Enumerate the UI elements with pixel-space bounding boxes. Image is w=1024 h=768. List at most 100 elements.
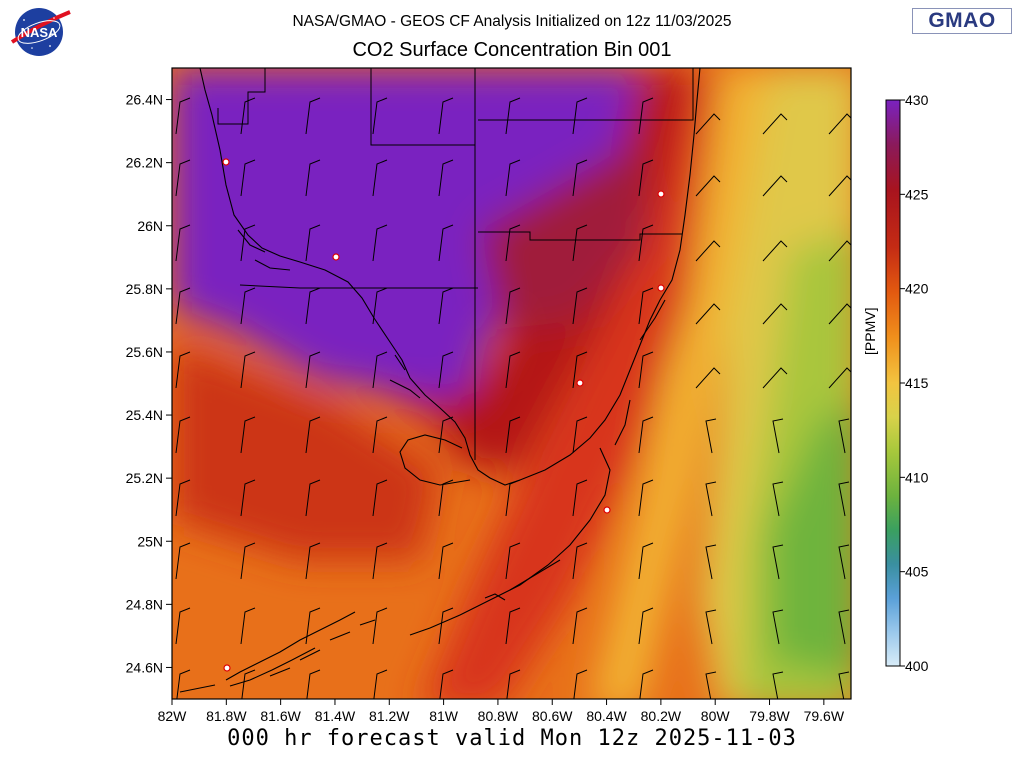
wind-barb [705, 418, 717, 454]
wind-barb [638, 287, 654, 325]
station-marker [332, 253, 340, 261]
lat-axis: 26.4N 26.2N 26N 25.8N 25.6N 25.4N 25.2N 25N 24.8… [126, 92, 172, 675]
lon-tick-label: 80.6W [532, 708, 573, 724]
wind-barb [505, 97, 521, 135]
lon-tick-label: 82W [158, 708, 188, 724]
wind-barb [772, 481, 784, 517]
station-marker [603, 506, 611, 514]
wind-barb [772, 609, 784, 645]
gmao-logo: GMAO [912, 8, 1012, 34]
colorbar-tick-label: 405 [905, 564, 929, 580]
wind-barb [439, 669, 454, 699]
wind-barb [505, 224, 521, 262]
wind-barb [695, 367, 721, 389]
wind-barb [838, 671, 850, 699]
colorbar-tick-label: 425 [905, 186, 929, 202]
wind-barb [695, 303, 721, 325]
wind-barb [638, 479, 654, 517]
station-marker [576, 379, 584, 387]
wind-barb [505, 287, 521, 325]
wind-barb [372, 97, 388, 135]
wind-barb [762, 303, 788, 325]
wind-barb [372, 479, 388, 517]
wind-barb [175, 351, 191, 389]
colorbar-ticks: 430 425 420 415 410 405 400 [900, 92, 929, 674]
lat-tick-label: 25.2N [126, 470, 163, 486]
wind-barb [175, 97, 191, 135]
wind-barb [305, 159, 321, 197]
wind-barb [175, 416, 191, 454]
colorbar-tick-label: 410 [905, 469, 929, 485]
wind-barb [305, 97, 321, 135]
lon-tick-label: 80.8W [478, 708, 519, 724]
colorbar [885, 99, 901, 667]
wind-barb [705, 609, 717, 645]
wind-barb [572, 479, 588, 517]
colorbar-tick-label: 415 [905, 375, 929, 391]
wind-barb [372, 159, 388, 197]
lon-tick-label: 81.4W [315, 708, 356, 724]
wind-barb [572, 97, 588, 135]
wind-barb [305, 416, 321, 454]
wind-barb [438, 479, 454, 517]
wind-barb [306, 669, 321, 699]
wind-barb [762, 175, 788, 197]
wind-barb [438, 607, 454, 645]
wind-barb [505, 416, 521, 454]
header-title: CO2 Surface Concentration Bin 001 [352, 39, 672, 61]
wind-barb [638, 351, 654, 389]
wind-barb [175, 479, 191, 517]
lat-tick-label: 26.2N [126, 155, 163, 171]
colorbar-tick-label: 400 [905, 658, 929, 674]
wind-barb [705, 544, 717, 580]
lat-tick-label: 25.6N [126, 344, 163, 360]
wind-barb [838, 544, 850, 580]
wind-barb [505, 542, 521, 580]
wind-barb [838, 609, 850, 645]
wind-barb [240, 97, 256, 135]
wind-barb [638, 159, 654, 197]
wind-barb [828, 175, 851, 197]
wind-barb [372, 607, 388, 645]
wind-barb [372, 287, 388, 325]
nasa-logo-icon: NASA [10, 8, 71, 56]
wind-barb [176, 669, 191, 699]
county-boundaries [217, 68, 694, 460]
lat-tick-label: 24.6N [126, 659, 163, 675]
lon-tick-label: 79.8W [749, 708, 790, 724]
lat-tick-label: 26.4N [126, 92, 163, 108]
wind-barb [438, 224, 454, 262]
wind-barb [240, 479, 256, 517]
wind-barb [638, 607, 654, 645]
wind-barb [572, 287, 588, 325]
station-marker [223, 664, 231, 672]
station-markers [222, 158, 665, 672]
wind-barbs [175, 97, 851, 699]
wind-barb [762, 113, 788, 135]
lat-tick-label: 25.4N [126, 407, 163, 423]
wind-barb [240, 287, 256, 325]
heatmap-field [172, 68, 851, 699]
lat-tick-label: 24.8N [126, 596, 163, 612]
lon-axis: 82W 81.8W 81.6W 81.4W 81.2W 81W 80.8W 80.6W 80.4… [158, 699, 845, 724]
wind-barb [572, 224, 588, 262]
lon-tick-label: 81.6W [260, 708, 301, 724]
wind-barb [572, 159, 588, 197]
wind-barb [372, 416, 388, 454]
wind-barb [772, 418, 784, 454]
wind-barb [175, 287, 191, 325]
wind-barb [305, 542, 321, 580]
wind-barb [573, 669, 588, 699]
lon-tick-label: 80.2W [641, 708, 682, 724]
wind-barb [705, 671, 717, 699]
colorbar-tick-label: 430 [905, 92, 929, 108]
wind-barb [240, 224, 256, 262]
station-marker [222, 158, 230, 166]
wind-barb [695, 240, 721, 262]
wind-barb [506, 669, 521, 699]
wind-barb [639, 669, 654, 699]
wind-barb [638, 97, 654, 135]
wind-barb [762, 367, 788, 389]
wind-barb [240, 607, 256, 645]
